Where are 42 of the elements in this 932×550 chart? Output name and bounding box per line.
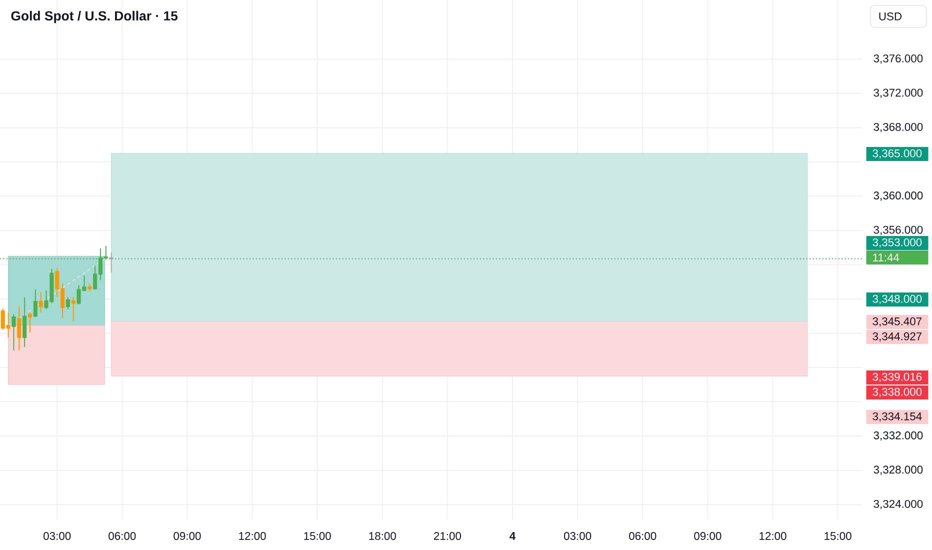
text: 3,338.000 (872, 388, 922, 398)
text: 3,365.000 (872, 149, 922, 159)
candlestick (66, 296, 70, 310)
text: 11:44 (873, 254, 900, 262)
y-tick-label: 3,332.000 (874, 431, 923, 441)
x-tick-label: 21:00 (434, 532, 462, 540)
x-tick-label: 06:00 (629, 532, 656, 540)
y-tick-label: 3,372.000 (874, 88, 923, 98)
x-tick-label: 03:00 (44, 532, 71, 540)
candlestick (71, 296, 76, 322)
candlestick (88, 283, 92, 292)
x-tick-label: 12:00 (760, 532, 786, 540)
text: 3,345.407 (872, 317, 922, 327)
text: 3,348.000 (872, 294, 922, 304)
candlestick (22, 296, 27, 348)
candlestick (33, 289, 38, 318)
text: Gold Spot / U.S. Dollar · 15 (11, 10, 178, 24)
text: 3,353.000 (872, 238, 922, 248)
x-tick-label: 03:00 (564, 532, 592, 540)
y-axis-title: USD (879, 12, 902, 20)
y-tick-label: 3,328.000 (874, 466, 923, 475)
x-tick-label: 12:00 (239, 532, 266, 540)
x-tick-label: 06:00 (108, 532, 136, 540)
x-tick-label: 09:00 (694, 532, 722, 540)
candlestick (38, 292, 43, 314)
candlestick (109, 252, 114, 273)
text: 3,344.927 (872, 332, 922, 342)
x-tick-label: 18:00 (369, 532, 396, 540)
x-tick-label: 15:00 (304, 532, 331, 540)
y-tick-label: 3,376.000 (874, 54, 923, 64)
x-tick-label: 4 (510, 532, 516, 540)
text: 3,334.154 (872, 412, 922, 422)
x-tick-label: 15:00 (824, 532, 852, 540)
text: 3,339.016 (872, 372, 922, 382)
candlestick (28, 312, 32, 333)
y-tick-label: 3,356.000 (874, 226, 923, 236)
y-tick-label: 3,360.000 (874, 192, 923, 201)
y-tick-label: 3,368.000 (874, 123, 923, 132)
y-tick-label: 3,324.000 (874, 500, 923, 510)
candlestick (17, 306, 22, 351)
candlestick (12, 314, 16, 351)
x-tick-label: 09:00 (174, 532, 201, 540)
